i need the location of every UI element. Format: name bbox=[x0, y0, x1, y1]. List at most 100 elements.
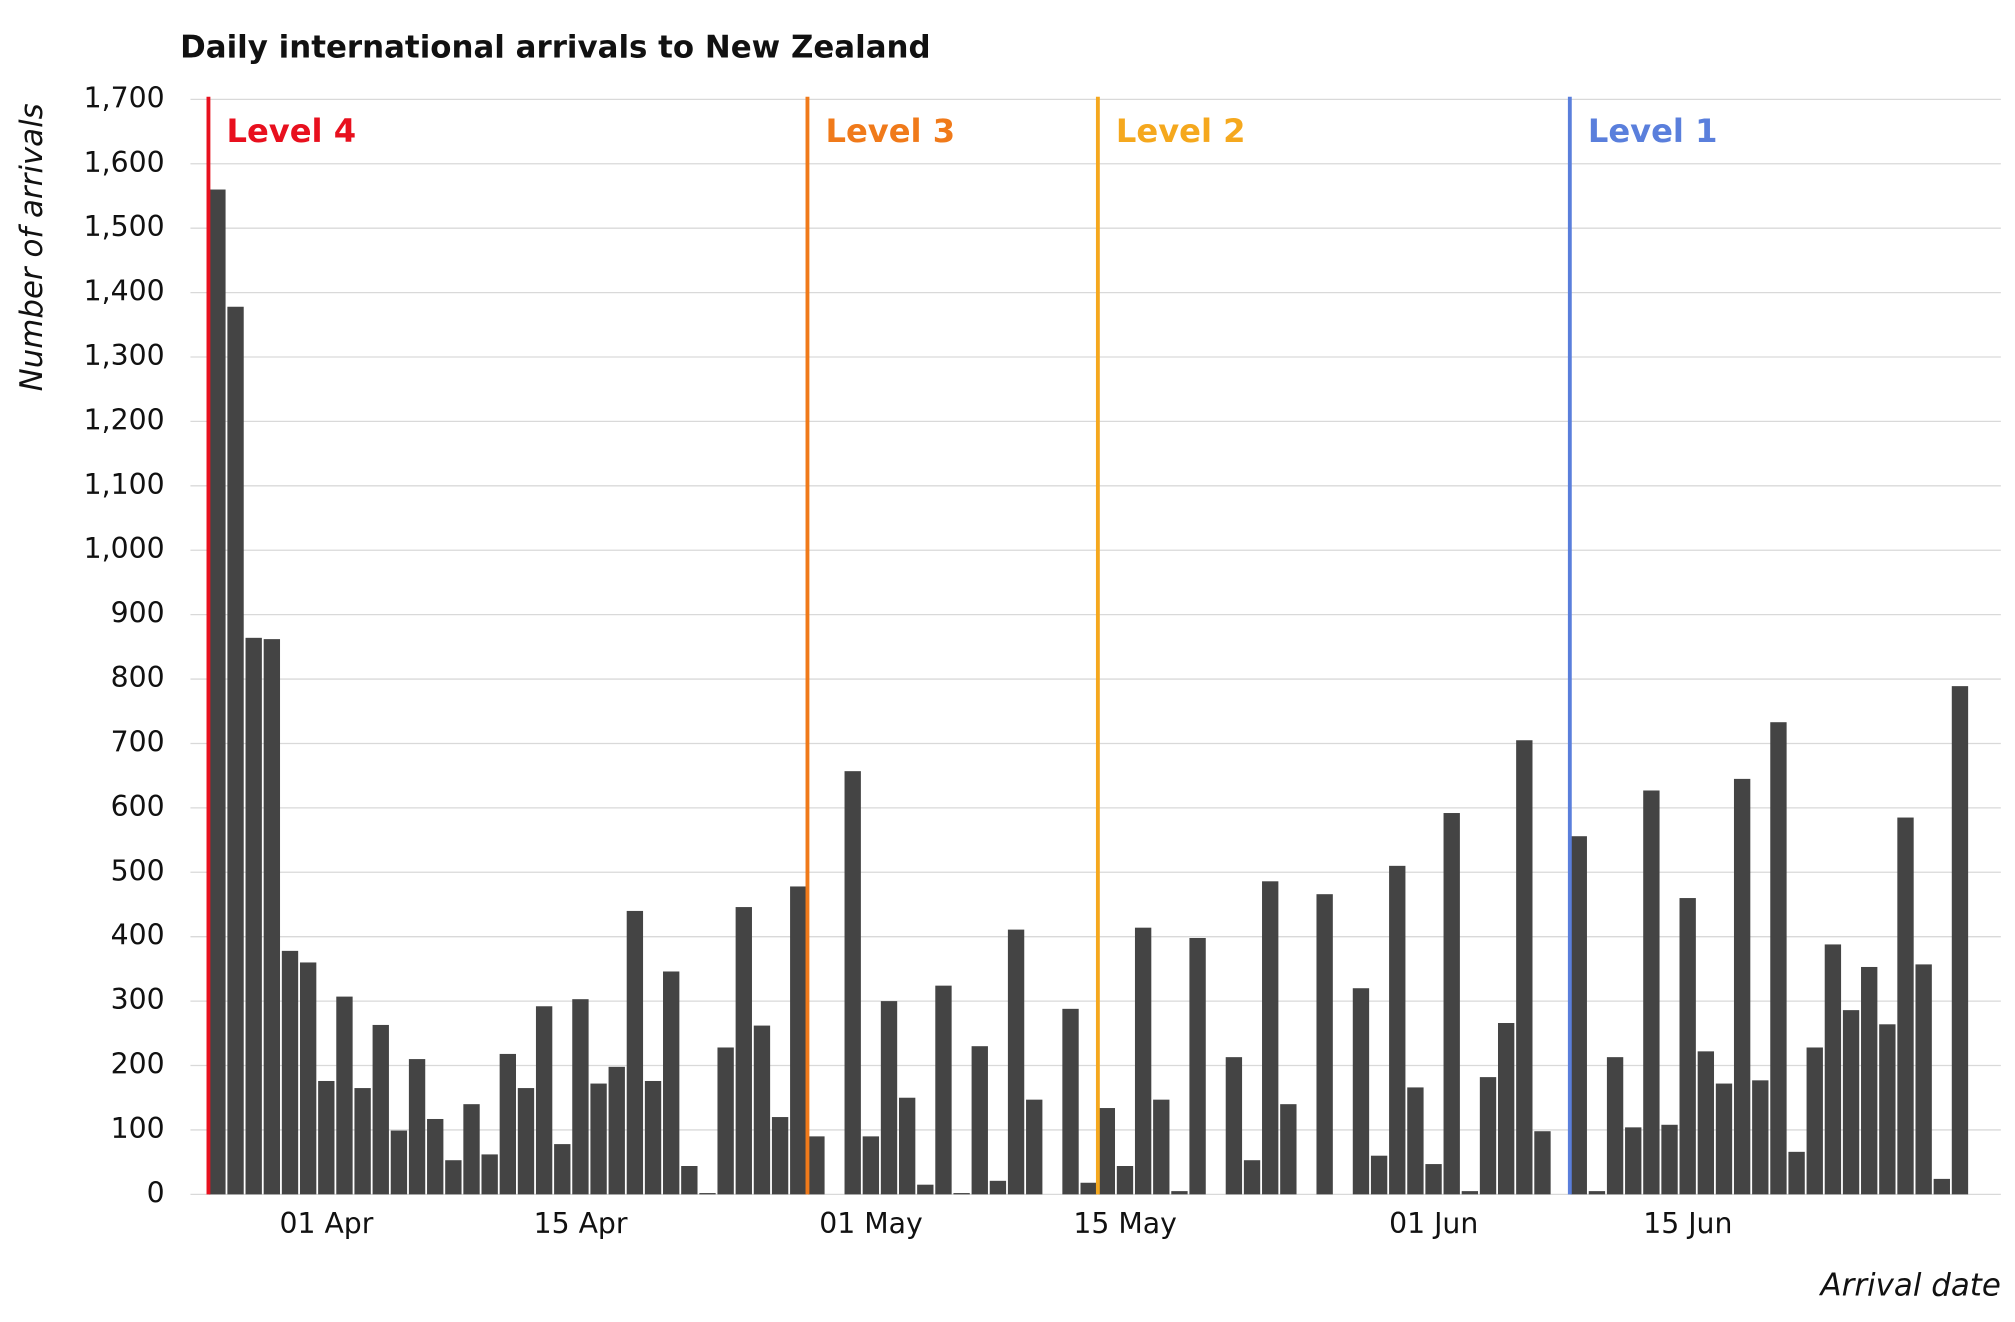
bar bbox=[971, 1046, 988, 1195]
bar bbox=[1080, 1182, 1097, 1195]
bar bbox=[1098, 1108, 1116, 1195]
bar bbox=[989, 1180, 1007, 1195]
bar bbox=[917, 1184, 934, 1195]
level-label: Level 2 bbox=[1116, 112, 1246, 150]
bar bbox=[590, 1083, 607, 1195]
x-tick-label: 01 Apr bbox=[279, 1207, 373, 1240]
bar bbox=[1951, 686, 1969, 1195]
bar bbox=[245, 637, 262, 1195]
y-tick-label: 1,300 bbox=[84, 339, 165, 372]
bar bbox=[735, 907, 752, 1195]
bar bbox=[953, 1193, 970, 1195]
bar bbox=[1842, 1010, 1860, 1195]
x-tick-label: 15 May bbox=[1073, 1207, 1177, 1240]
bar bbox=[1262, 881, 1279, 1195]
y-tick-label: 300 bbox=[111, 983, 165, 1016]
x-tick-label: 01 Jun bbox=[1389, 1207, 1478, 1240]
y-tick-label: 800 bbox=[111, 661, 165, 694]
bar bbox=[1570, 836, 1587, 1195]
bar bbox=[699, 1193, 716, 1195]
x-tick-label: 01 May bbox=[819, 1207, 923, 1240]
bar bbox=[1679, 898, 1696, 1195]
bar bbox=[862, 1136, 880, 1195]
bar bbox=[1007, 929, 1025, 1195]
bar bbox=[1861, 966, 1878, 1195]
y-tick-label: 700 bbox=[111, 725, 165, 758]
bar bbox=[1189, 937, 1206, 1195]
bar bbox=[663, 971, 680, 1195]
bar bbox=[1897, 817, 1914, 1195]
y-axis-label: Number of arrivals bbox=[14, 103, 50, 391]
bar bbox=[808, 1136, 825, 1195]
bar bbox=[898, 1097, 916, 1195]
bar bbox=[608, 1066, 625, 1195]
bar bbox=[1806, 1047, 1823, 1195]
y-tick-label: 1,500 bbox=[84, 210, 165, 243]
bar bbox=[1116, 1166, 1134, 1195]
bar bbox=[535, 1006, 553, 1195]
bar bbox=[681, 1166, 698, 1195]
bar bbox=[1915, 964, 1932, 1195]
bar bbox=[1606, 1057, 1624, 1195]
bar bbox=[1243, 1160, 1261, 1195]
bar bbox=[390, 1130, 408, 1195]
x-tick-label: 15 Apr bbox=[534, 1207, 628, 1240]
bar bbox=[481, 1154, 498, 1195]
bar bbox=[427, 1118, 444, 1195]
y-tick-label: 1,100 bbox=[84, 468, 165, 501]
bar bbox=[554, 1144, 571, 1195]
bar bbox=[771, 1117, 789, 1195]
y-tick-label: 400 bbox=[111, 919, 165, 952]
bar bbox=[790, 886, 807, 1195]
bar bbox=[1715, 1083, 1733, 1195]
bar bbox=[626, 910, 644, 1195]
bar bbox=[1643, 790, 1660, 1195]
bar bbox=[1770, 722, 1787, 1195]
bar bbox=[1733, 778, 1751, 1195]
bar bbox=[1588, 1191, 1606, 1195]
bar bbox=[318, 1080, 335, 1195]
bar bbox=[372, 1024, 389, 1195]
bar bbox=[1062, 1008, 1079, 1195]
bar bbox=[299, 962, 317, 1195]
bar bbox=[517, 1088, 535, 1195]
bar bbox=[227, 306, 244, 1195]
y-tick-label: 1,400 bbox=[84, 275, 165, 308]
y-tick-label: 1,200 bbox=[84, 403, 165, 436]
bar bbox=[1824, 944, 1842, 1195]
x-axis-label: Arrival date bbox=[1819, 1267, 2001, 1303]
bar bbox=[1479, 1077, 1497, 1195]
bar bbox=[1443, 813, 1460, 1195]
bar bbox=[880, 1001, 898, 1195]
bar bbox=[935, 985, 952, 1195]
bar bbox=[354, 1088, 371, 1195]
bar bbox=[1352, 988, 1370, 1195]
bar bbox=[572, 999, 589, 1195]
bar bbox=[1752, 1080, 1769, 1195]
y-tick-label: 0 bbox=[147, 1176, 165, 1209]
bar bbox=[281, 950, 299, 1195]
bar bbox=[1225, 1057, 1243, 1195]
bar bbox=[1134, 927, 1152, 1195]
bar bbox=[717, 1047, 734, 1195]
bar bbox=[644, 1080, 662, 1195]
y-tick-label: 200 bbox=[111, 1048, 165, 1081]
chart-title: Daily international arrivals to New Zeal… bbox=[180, 30, 930, 66]
level-label: Level 4 bbox=[226, 112, 356, 150]
bar bbox=[1370, 1155, 1388, 1195]
bar bbox=[753, 1025, 771, 1195]
y-tick-label: 1,700 bbox=[84, 81, 165, 114]
y-tick-label: 500 bbox=[111, 854, 165, 887]
bar bbox=[499, 1053, 516, 1195]
bar bbox=[408, 1059, 426, 1195]
y-tick-label: 1,600 bbox=[84, 146, 165, 179]
bar bbox=[1788, 1151, 1805, 1195]
bar bbox=[209, 189, 226, 1195]
bar bbox=[263, 639, 281, 1195]
bar bbox=[463, 1104, 480, 1195]
bar bbox=[1026, 1099, 1043, 1195]
bar bbox=[1153, 1099, 1170, 1195]
bar bbox=[445, 1160, 462, 1195]
